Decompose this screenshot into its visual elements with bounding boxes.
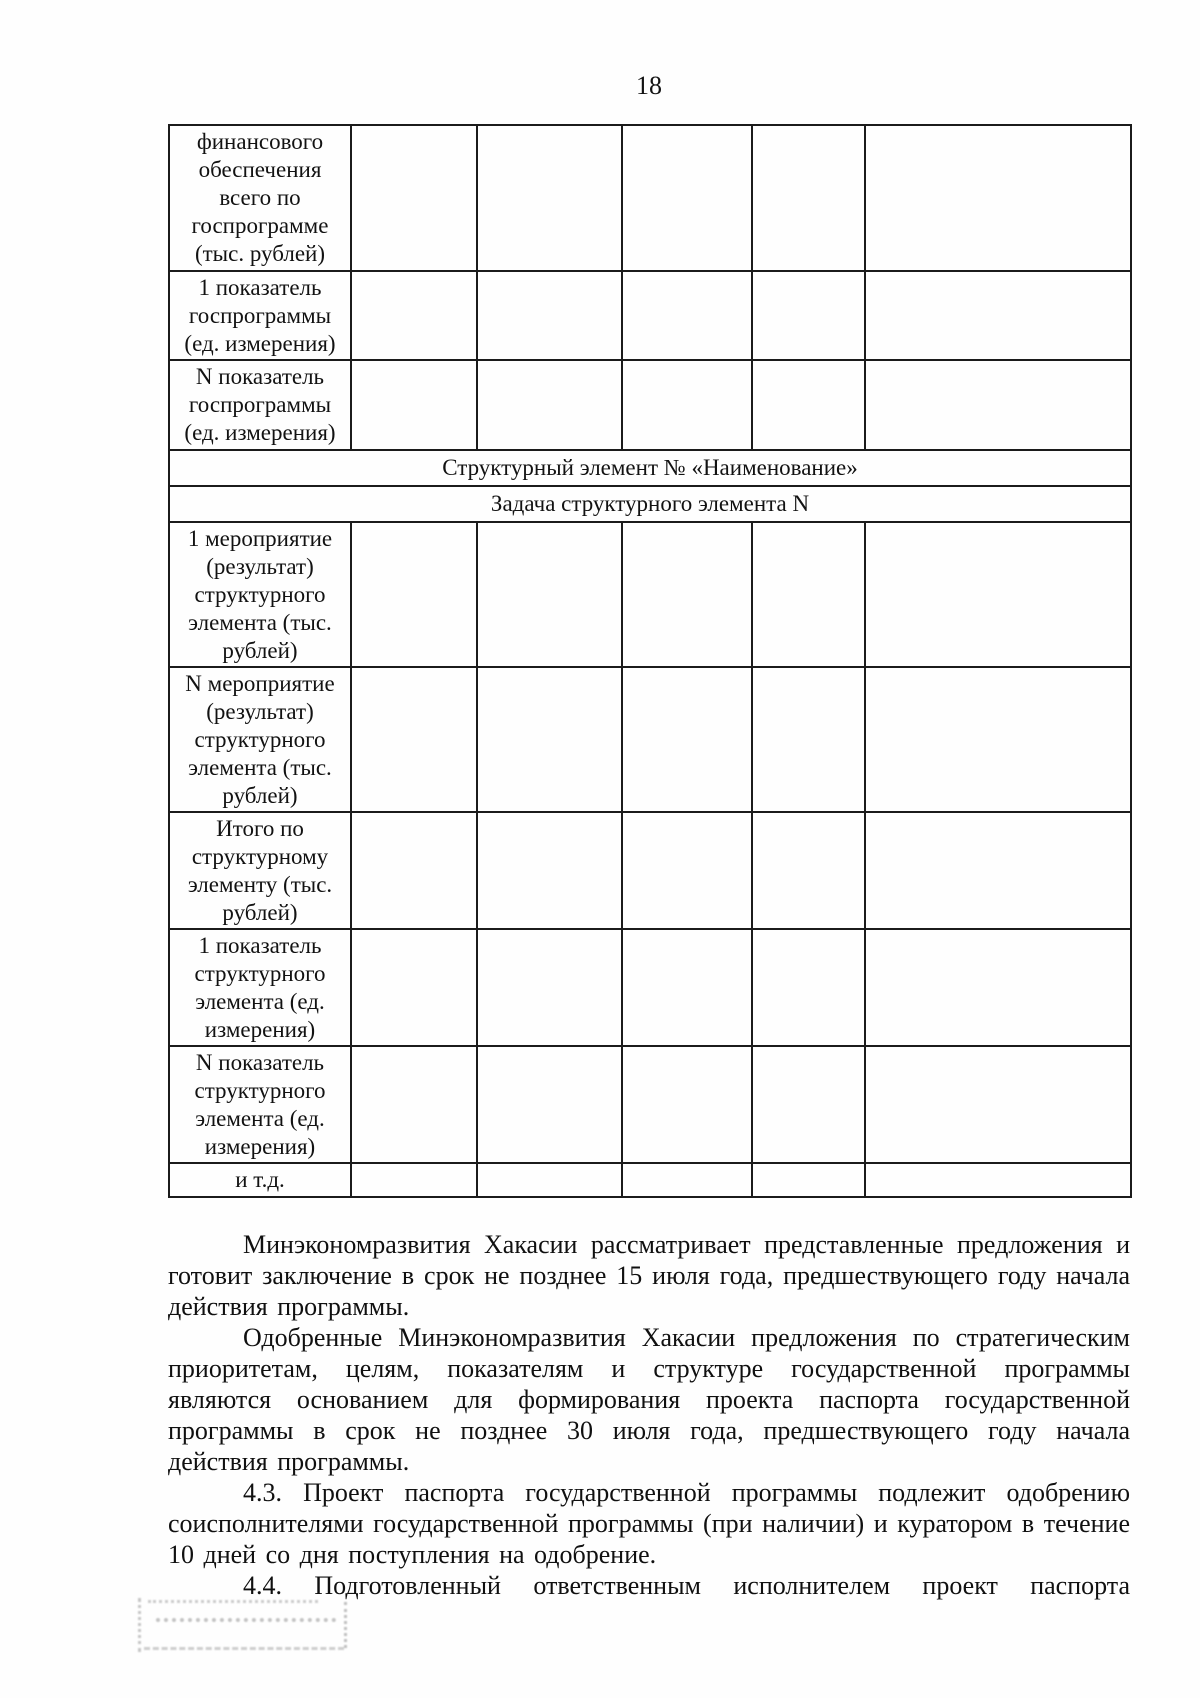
paragraph: Минэкономразвития Хакасии рассматривает …: [168, 1230, 1130, 1321]
empty-cell: [751, 359, 866, 451]
empty-cell: [350, 1045, 478, 1164]
paragraph: 4.4. Подготовленный ответственным исполн…: [243, 1571, 1130, 1600]
table-row: финансового обеспечения всего по госпрог…: [168, 124, 1132, 272]
empty-cell: [621, 270, 753, 361]
empty-cell: [476, 521, 623, 668]
empty-cell: [476, 270, 623, 361]
empty-cell: [350, 359, 478, 451]
paragraph: 4.3. Проект паспорта государственной про…: [168, 1478, 1130, 1569]
continuation-table: финансового обеспечения всего по госпрог…: [168, 124, 1132, 1198]
empty-cell: [621, 666, 753, 813]
table-row: 1 мероприятие (результат) структурного э…: [168, 521, 1132, 668]
empty-cell: [476, 1045, 623, 1164]
empty-cell: [751, 811, 866, 930]
empty-cell: [864, 270, 1132, 361]
table-row: N показатель госпрограммы (ед. измерения…: [168, 359, 1132, 451]
empty-cell: [350, 811, 478, 930]
table-row: 1 показатель госпрограммы (ед. измерения…: [168, 270, 1132, 361]
empty-cell: [350, 928, 478, 1047]
table-row: N мероприятие (результат) структурного э…: [168, 666, 1132, 813]
empty-cell: [350, 1162, 478, 1198]
row-label: N показатель структурного элемента (ед. …: [168, 1045, 352, 1164]
artifact-mark: [148, 1600, 318, 1607]
empty-cell: [350, 270, 478, 361]
artifact-mark: [156, 1618, 336, 1626]
empty-cell: [350, 124, 478, 272]
table-row: Итого по структурному элементу (тыс. руб…: [168, 811, 1132, 930]
scan-artifact: [138, 1592, 353, 1654]
row-label: N мероприятие (результат) структурного э…: [168, 666, 352, 813]
empty-cell: [751, 928, 866, 1047]
row-label: Итого по структурному элементу (тыс. руб…: [168, 811, 352, 930]
empty-cell: [864, 666, 1132, 813]
empty-cell: [751, 521, 866, 668]
paragraph: Одобренные Минэкономразвития Хакасии пре…: [168, 1323, 1130, 1476]
empty-cell: [864, 359, 1132, 451]
row-label: и т.д.: [168, 1162, 352, 1198]
empty-cell: [751, 270, 866, 361]
row-label: 1 показатель структурного элемента (ед. …: [168, 928, 352, 1047]
empty-cell: [476, 359, 623, 451]
empty-cell: [476, 666, 623, 813]
table-row: и т.д.: [168, 1162, 1132, 1198]
empty-cell: [476, 124, 623, 272]
empty-cell: [864, 124, 1132, 272]
table-row: N показатель структурного элемента (ед. …: [168, 1045, 1132, 1164]
row-label: 1 мероприятие (результат) структурного э…: [168, 521, 352, 668]
empty-cell: [621, 1162, 753, 1198]
content-block: 18 финансового обеспечения всего по госп…: [168, 0, 1132, 1601]
empty-cell: [864, 521, 1132, 668]
empty-cell: [621, 1045, 753, 1164]
empty-cell: [621, 811, 753, 930]
empty-cell: [751, 1162, 866, 1198]
empty-cell: [751, 124, 866, 272]
artifact-mark: [144, 1647, 344, 1654]
body-text: Минэкономразвития Хакасии рассматривает …: [168, 1229, 1130, 1601]
empty-cell: [476, 1162, 623, 1198]
section-subtitle: Задача структурного элемента N: [168, 485, 1132, 523]
empty-cell: [864, 928, 1132, 1047]
empty-cell: [751, 1045, 866, 1164]
table-row: 1 показатель структурного элемента (ед. …: [168, 928, 1132, 1047]
section-row: Структурный элемент № «Наименование»: [168, 449, 1132, 487]
empty-cell: [751, 666, 866, 813]
empty-cell: [350, 521, 478, 668]
empty-cell: [621, 359, 753, 451]
empty-cell: [621, 521, 753, 668]
row-label: N показатель госпрограммы (ед. измерения…: [168, 359, 352, 451]
artifact-mark: [138, 1598, 141, 1652]
empty-cell: [864, 1045, 1132, 1164]
empty-cell: [621, 928, 753, 1047]
section-row: Задача структурного элемента N: [168, 485, 1132, 523]
empty-cell: [621, 124, 753, 272]
empty-cell: [864, 811, 1132, 930]
row-label: 1 показатель госпрограммы (ед. измерения…: [168, 270, 352, 361]
page-number: 18: [636, 71, 662, 100]
section-title: Структурный элемент № «Наименование»: [168, 449, 1132, 487]
empty-cell: [350, 666, 478, 813]
empty-cell: [476, 928, 623, 1047]
empty-cell: [864, 1162, 1132, 1198]
artifact-mark: [344, 1602, 347, 1648]
row-label: финансового обеспечения всего по госпрог…: [168, 124, 352, 272]
empty-cell: [476, 811, 623, 930]
